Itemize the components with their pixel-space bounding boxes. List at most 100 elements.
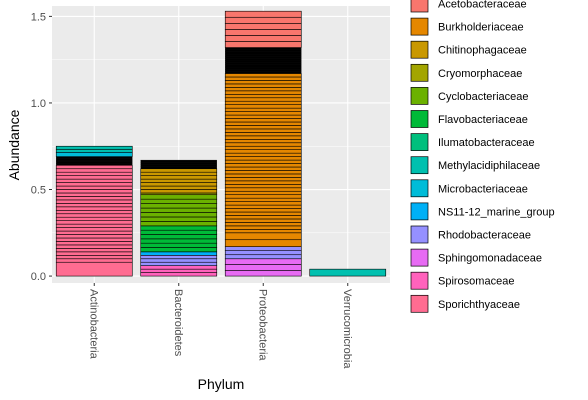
bar-segment-sporichthyaceae — [55, 168, 133, 173]
legend-key — [410, 225, 429, 244]
bar-segment-methylacidiphilaceae — [55, 148, 133, 153]
bar-segment-burkholderiaceae — [224, 190, 302, 196]
bar-segment-black — [140, 166, 217, 169]
legend-key — [410, 133, 429, 151]
bar-segment-burkholderiaceae — [224, 97, 302, 102]
bar-segment-burkholderiaceae — [224, 76, 302, 81]
bar-segment-burkholderiaceae — [224, 114, 302, 119]
legend-key — [410, 63, 429, 82]
legend-label: Rhodobacteraceae — [438, 230, 531, 242]
legend-key — [410, 87, 429, 105]
bar-segment-burkholderiaceae — [224, 152, 302, 157]
legend-label: Methylacidiphilaceae — [438, 160, 540, 172]
bar-segment-sporichthyaceae — [55, 230, 133, 235]
y-tick-label: 0.5 — [31, 185, 46, 197]
bar-segment-black — [225, 49, 302, 53]
bar-segment-burkholderiaceae — [224, 90, 302, 95]
bar-segment-sporichthyaceae — [55, 220, 133, 225]
bar-segment-rhodobacteraceae — [224, 246, 302, 251]
bar-segment-burkholderiaceae — [224, 170, 302, 175]
bar-segment-burkholderiaceae — [224, 107, 302, 112]
legend-label: Sphingomonadaceae — [438, 253, 542, 265]
bar-segment-black — [225, 56, 302, 59]
bar-segment-sporichthyaceae — [55, 175, 133, 180]
x-axis: Actinobacteria Bacteroidetes Proteobacteri… — [87, 283, 353, 369]
bar-segment-burkholderiaceae — [224, 80, 302, 85]
bar-segment-cyclobacteriaceae — [140, 216, 218, 222]
bar-segment-ns11-12-marine-group — [140, 251, 218, 256]
bar-segment-burkholderiaceae — [224, 201, 302, 206]
bar-segment-black — [225, 53, 302, 57]
legend-key — [410, 202, 429, 221]
bar-segment-burkholderiaceae — [224, 139, 302, 144]
bar-segment-burkholderiaceae — [224, 145, 302, 150]
bar-segment-burkholderiaceae — [224, 87, 302, 92]
bar-segment-acetobacteraceae — [224, 29, 302, 36]
bar-segment-sporichthyaceae — [55, 164, 133, 170]
bar-segment-sporichthyaceae — [55, 199, 133, 204]
legend-key — [410, 17, 429, 36]
bar-segment-flavobacteriaceae — [140, 238, 218, 244]
y-axis: 0.0 0.5 1.0 1.5 — [31, 11, 52, 283]
bar-segment-sporichthyaceae — [55, 227, 133, 232]
legend-label: NS11-12_marine_group — [438, 206, 555, 218]
bar-segment-chitinophagaceae — [140, 189, 218, 194]
bar-segment-black — [225, 64, 302, 68]
bar-segment-sporichthyaceae — [55, 178, 133, 183]
bar-segment-chitinophagaceae — [140, 168, 218, 173]
bar-segment-burkholderiaceae — [224, 159, 302, 164]
legend-label: Cryomorphaceae — [438, 68, 522, 80]
x-tick-label: Verrucomicrobia — [341, 289, 353, 369]
legend-key — [410, 110, 429, 128]
bar-segment-cyclobacteriaceae — [140, 203, 218, 209]
bar-segment-chitinophagaceae — [140, 175, 218, 180]
bar-segment-sporichthyaceae — [55, 244, 133, 249]
legend-key — [410, 294, 429, 313]
bar-segment-cyclobacteriaceae — [140, 221, 218, 227]
bar-segment-sporichthyaceae — [55, 209, 133, 215]
bar-segment-burkholderiaceae — [224, 222, 302, 227]
bar-segment-sporichthyaceae — [55, 206, 133, 211]
bar-segment-burkholderiaceae — [224, 239, 302, 247]
bar-segment-black — [140, 164, 217, 167]
legend-label: Sporichthyaceae — [438, 299, 520, 311]
bar-segment-sporichthyaceae — [55, 216, 133, 221]
bar-segment-black — [225, 62, 302, 66]
bar-segment-black — [56, 158, 133, 161]
bar-segment-black — [140, 159, 217, 163]
legend-label: Acetobacteraceae — [438, 0, 527, 11]
bar-segment-sporichthyaceae — [55, 223, 133, 228]
bar-segment-black — [225, 51, 302, 55]
bar-segment-black — [56, 159, 133, 162]
bar-segment-flavobacteriaceae — [140, 234, 218, 240]
bar-segment-cyclobacteriaceae — [140, 212, 218, 218]
bar-segment-burkholderiaceae — [224, 215, 302, 220]
bar-segment-acetobacteraceae — [224, 23, 302, 30]
bar-segment-microbacteriaceae — [55, 151, 133, 157]
bar-segment-acetobacteraceae — [224, 35, 302, 42]
bar-segment-rhodobacteraceae — [224, 254, 302, 260]
legend-label: Chitinophagaceae — [438, 45, 527, 57]
bar-segment-chitinophagaceae — [140, 185, 218, 190]
bar-segment-burkholderiaceae — [224, 163, 302, 168]
legend-label: Flavobacteriaceae — [438, 114, 528, 126]
bar-segment-burkholderiaceae — [224, 180, 302, 185]
bar-segment-acetobacteraceae — [224, 16, 302, 24]
bar-segment-cyclobacteriaceae — [140, 198, 218, 204]
bar-segment-sporichthyaceae — [55, 237, 133, 242]
bar-segment-sporichthyaceae — [55, 203, 133, 208]
legend-label: Ilumatobacteraceae — [438, 137, 535, 149]
legend-label: Spirosomaceae — [438, 276, 514, 288]
bar-segment-sporichthyaceae — [55, 255, 133, 260]
legend-label: Cyclobacteriaceae — [438, 91, 529, 103]
bar-segment-black — [225, 69, 302, 72]
bar-segment-sphingomonadaceae — [224, 258, 302, 265]
x-axis-title: Phylum — [198, 376, 245, 392]
bar-segment-burkholderiaceae — [224, 166, 302, 171]
bar-segment-cyclobacteriaceae — [140, 194, 218, 200]
bar-segment-burkholderiaceae — [224, 125, 302, 130]
bar-segment-flavobacteriaceae — [140, 242, 218, 248]
legend-key — [410, 271, 429, 290]
bar-segment-spirosomaceae — [140, 265, 218, 270]
bar-segment-burkholderiaceae — [224, 73, 302, 78]
